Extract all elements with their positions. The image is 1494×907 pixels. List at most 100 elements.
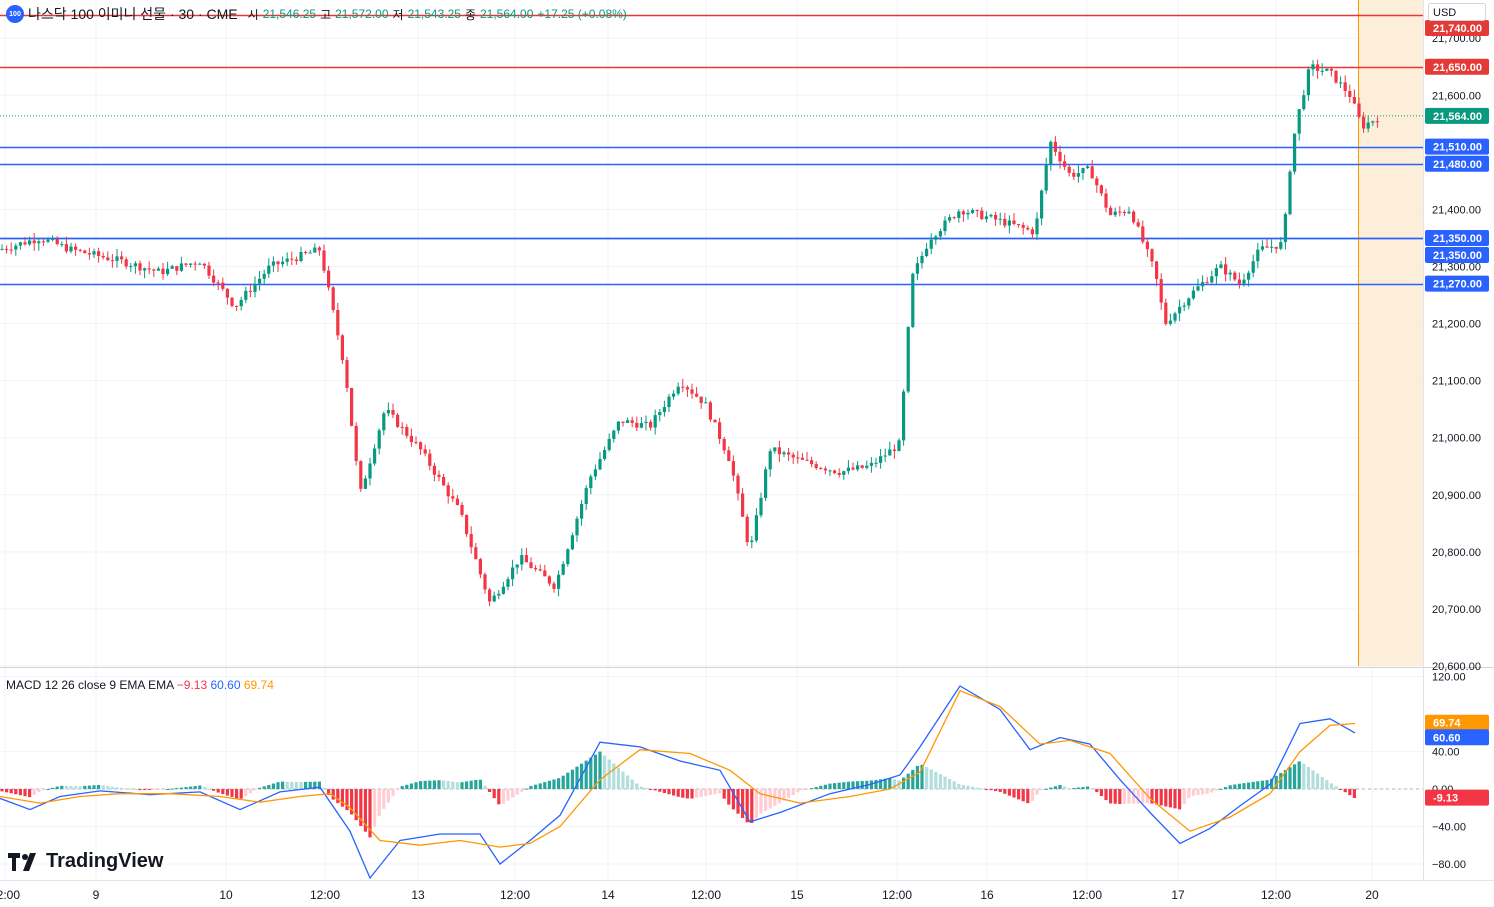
macd-bar [1339,789,1343,791]
macd-bar [1044,788,1048,790]
candle [676,382,680,396]
macd-bar [78,786,82,790]
candle [1201,275,1205,292]
macd-bar [902,777,906,790]
symbol-title[interactable]: 나스닥 100 이미니 선물 · 30 · CME [28,6,238,22]
candle [1132,209,1136,225]
candle [124,256,128,270]
candle [336,302,340,340]
macd-bar [1081,787,1085,790]
svg-text:60.60: 60.60 [1433,732,1461,744]
macd-legend[interactable]: MACD 12 26 close 9 EMA EMA −9.13 60.60 6… [6,678,274,692]
macd-bar [331,789,335,800]
time-tick-label: 16 [980,888,994,902]
macd-bar [239,789,243,799]
macd-bar [1210,789,1214,793]
symbol-legend[interactable]: 100 나스닥 100 이미니 선물 · 30 · CME 시 21,546.25… [6,4,627,24]
candle [327,265,331,291]
candle [1012,213,1016,226]
price-tick-label: 21,600.00 [1432,90,1481,102]
candle [110,254,114,268]
candle [363,475,367,490]
macd-badge: 69.74 [1425,714,1489,731]
macd-bar [860,780,864,790]
candle [1021,222,1025,235]
macd-bar [874,779,878,790]
macd-bar [1306,766,1310,790]
macd-bar [869,780,873,790]
candle [437,470,441,482]
candle [727,446,731,462]
macd-bar [883,778,887,790]
candle [722,436,726,455]
candle [1205,277,1209,284]
macd-bar [621,771,625,790]
macd-bar [713,789,717,795]
candle [561,561,565,576]
candle [768,448,772,477]
level-badge: 21,480.00 [1425,155,1489,172]
candle [1311,60,1315,77]
candle [966,209,970,220]
candle [483,572,487,594]
candle [189,263,193,268]
candle [791,452,795,464]
candle [1159,273,1163,310]
macd-bar [800,789,804,791]
candle [285,252,289,266]
macd-bar [672,789,676,796]
high-key: 고 [320,7,332,22]
svg-text:21,650.00: 21,650.00 [1433,62,1482,74]
candle [708,400,712,423]
macd-bar [5,789,9,793]
low-key: 저 [392,7,404,22]
macd-bar [1297,761,1301,790]
macd-bar [28,789,32,798]
level-lines[interactable] [0,0,1423,286]
candle [1237,272,1241,289]
macd-bar [764,789,768,811]
macd-bar [1265,780,1269,790]
candle [1362,112,1366,133]
macd-bar [97,784,101,790]
price-axis[interactable]: 21,700.00 21,600.00 21,400.00 21,300.00 21,2… [1432,33,1481,673]
candle [570,532,574,551]
candle [1155,260,1159,287]
macd-badge: -9.13 [1425,789,1489,806]
candle [92,248,96,259]
candle [837,468,841,478]
candle [1288,169,1292,216]
macd-bar [690,789,694,799]
candle [754,508,758,543]
candle [14,243,18,256]
tradingview-logo[interactable]: TradingView [8,850,163,873]
candle [455,495,459,506]
macd-bar [989,789,993,791]
macd-bar [1334,786,1338,790]
candle [975,209,979,218]
time-axis[interactable]: 12:00 9 10 12:00 13 12:00 14 12:00 15 12:00 16 12:0… [0,888,1379,902]
macd-bar [1150,789,1154,804]
candle [492,591,496,603]
currency-selector[interactable]: USD [1428,3,1486,21]
candle [152,268,156,278]
candle [929,233,933,255]
macd-bar [143,789,147,791]
macd-bar [1058,784,1062,790]
candle [340,334,344,364]
macd-bar [1168,789,1172,808]
macd-bar [1132,789,1136,804]
candle [1090,160,1094,179]
macd-bar [897,780,901,790]
candle [1182,302,1186,312]
macd-bar [796,789,800,793]
time-tick-label: 13 [411,888,425,902]
macd-bar [1191,789,1195,796]
macd-tick-label: −40.00 [1432,822,1466,834]
candle [805,451,809,462]
change-value: +17.25 (+0.08%) [537,7,627,21]
macd-bar [543,782,547,790]
candle [506,576,510,591]
